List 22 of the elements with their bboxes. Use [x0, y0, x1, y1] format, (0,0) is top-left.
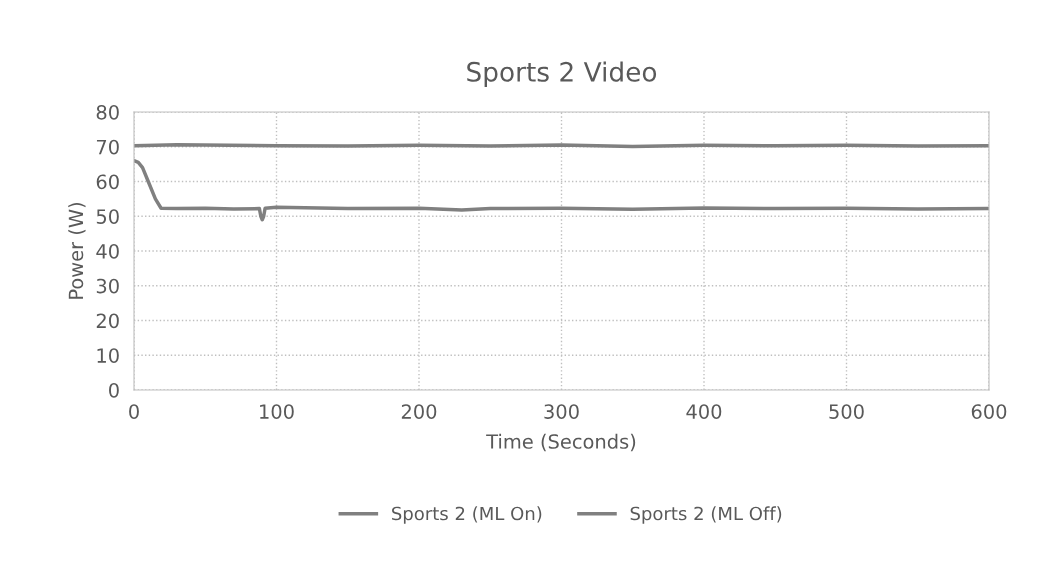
y-tick-label: 10 [97, 348, 119, 363]
x-tick-label: 200 [401, 404, 437, 419]
legend-label: Sports 2 (ML Off) [630, 506, 782, 524]
y-tick-label: 30 [96, 278, 119, 294]
y-tick-label: 80 [96, 104, 119, 120]
y-axis-title: Power (W) [68, 202, 86, 299]
x-tick-label: 400 [686, 404, 722, 419]
y-tick-label: 40 [96, 243, 119, 259]
y-tick-label: 70 [96, 139, 119, 155]
y-tick-label: 60 [96, 174, 119, 190]
legend-label: Sports 2 (ML On) [392, 506, 542, 524]
chart-title: Sports 2 Video [467, 61, 657, 87]
y-tick-label: 0 [109, 382, 119, 398]
x-tick-label: 100 [260, 404, 294, 419]
x-tick-label: 600 [971, 404, 1007, 419]
x-axis-title: Time (Seconds) [486, 433, 636, 452]
y-tick-label: 50 [96, 209, 119, 224]
x-tick-label: 500 [829, 404, 864, 419]
line-series [134, 158, 989, 222]
x-tick-label: 300 [544, 404, 579, 419]
x-tick-label: 0 [129, 404, 139, 419]
y-tick-label: 20 [96, 313, 119, 329]
